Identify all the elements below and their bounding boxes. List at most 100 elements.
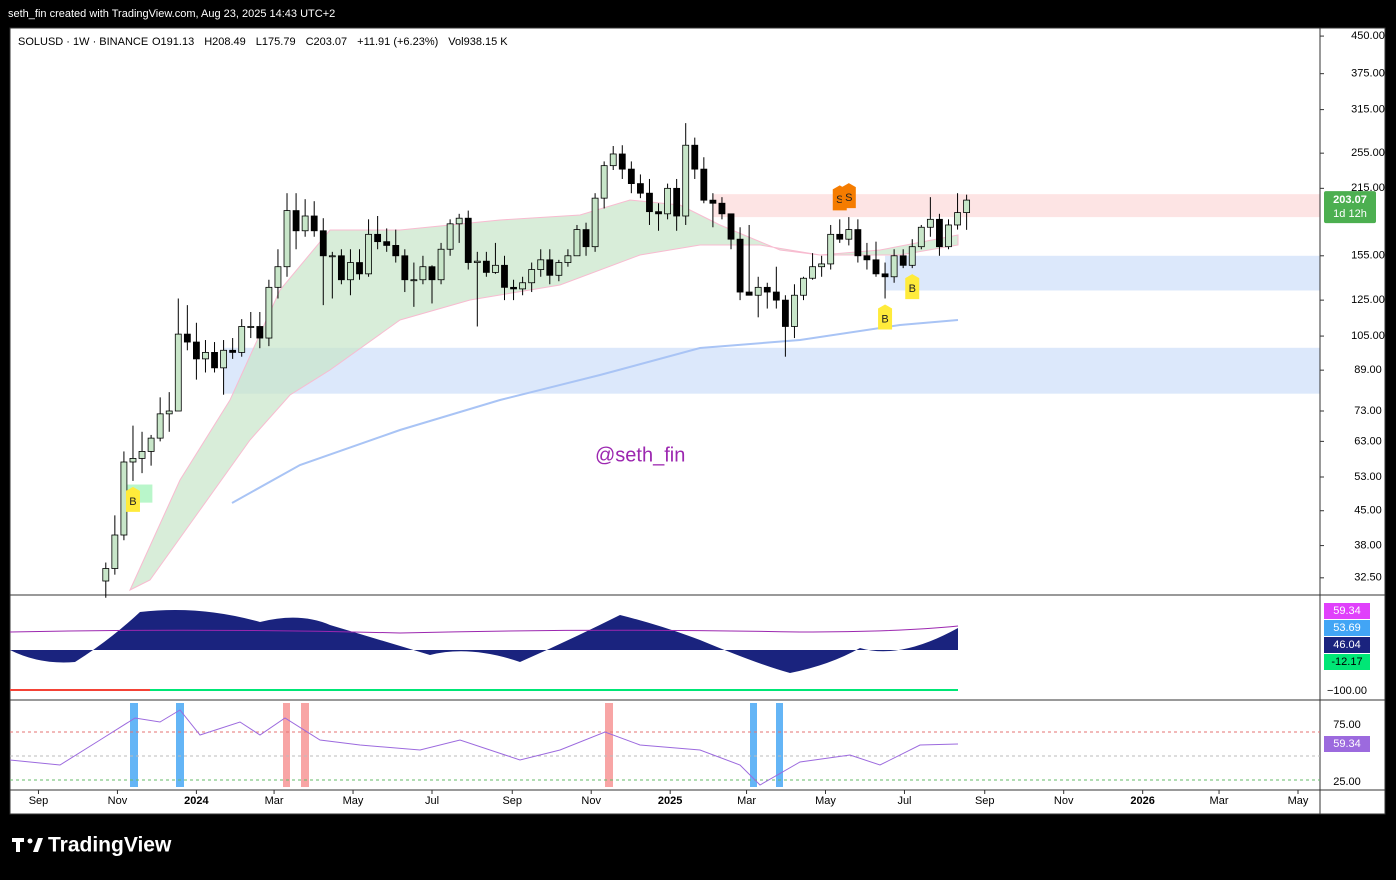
candle-body [609, 153, 617, 167]
signal-label: S [836, 194, 843, 206]
candle-body [419, 266, 427, 281]
y-tick-label: 105.00 [1351, 330, 1385, 342]
signal [905, 274, 920, 300]
signal-label: B [881, 313, 888, 325]
last-price-box [1324, 191, 1376, 224]
candle-body [809, 266, 816, 279]
logo [12, 838, 43, 852]
candle-body [138, 451, 146, 459]
signal-label: B [909, 283, 916, 295]
candle-body [102, 568, 110, 582]
candle-body [691, 144, 699, 170]
candle-body [328, 255, 336, 258]
candle-body [292, 210, 300, 232]
candle-body [591, 197, 599, 248]
candle-body [365, 233, 372, 275]
y-tick-label: 63.00 [1354, 435, 1382, 447]
candle-body [428, 266, 436, 281]
candle-body [718, 202, 726, 215]
candle-body [229, 349, 237, 353]
candle-body [926, 218, 934, 228]
candle-body [854, 229, 862, 257]
candle-body [845, 229, 853, 240]
candle-body [464, 217, 472, 263]
x-tick-label: 2026 [1130, 795, 1154, 807]
candle-body [220, 349, 227, 369]
x-tick-label: Nov [1054, 795, 1074, 807]
candle-body [745, 291, 753, 296]
candle-body [682, 144, 690, 217]
candle-body [618, 153, 626, 170]
candle-body [936, 218, 943, 248]
candle-body [510, 286, 517, 290]
candle-body [265, 286, 273, 339]
candle-body [637, 183, 644, 194]
signal [841, 183, 856, 209]
candle-body [211, 352, 218, 369]
candle-body [546, 259, 554, 276]
indicator-label: 59.34 [1333, 605, 1361, 617]
last-price: 203.07 [1333, 194, 1367, 206]
candle-body [537, 259, 545, 270]
candle-body [573, 229, 581, 257]
x-tick-label: May [1288, 795, 1309, 807]
indicator-label: 25.00 [1333, 776, 1361, 788]
y-tick-label: 38.00 [1354, 539, 1382, 551]
candle-body [646, 192, 653, 213]
signal [125, 486, 140, 512]
x-tick-label: 2024 [184, 795, 209, 807]
oscillator-line [9, 625, 959, 634]
candle-body [863, 255, 871, 261]
candle-body [410, 279, 418, 282]
candle-body [238, 326, 246, 353]
x-tick-label: Nov [108, 795, 128, 807]
x-tick-label: Sep [29, 795, 49, 807]
legend-item: +11.91 (+6.23%) [357, 36, 438, 48]
candle-body [174, 333, 182, 412]
rsi-bars [130, 703, 783, 787]
x-tick-label: Jul [897, 795, 911, 807]
candle-body [908, 246, 916, 266]
indicator-label: −100.00 [1327, 685, 1367, 697]
candle-body [356, 262, 363, 275]
candle-body [627, 168, 635, 184]
y-tick-label: 45.00 [1354, 505, 1382, 517]
candle-body [791, 294, 798, 327]
rsi-line [9, 709, 959, 786]
oscillator-area [10, 609, 958, 673]
y-tick-label: 315.00 [1351, 104, 1385, 116]
y-tick-label: 155.00 [1351, 250, 1385, 262]
x-tick-label: Nov [581, 795, 601, 807]
candle-body [337, 255, 345, 281]
candle-body [528, 269, 536, 284]
countdown: 1d 12h [1333, 208, 1367, 220]
candle-body [781, 299, 789, 327]
candle-body [727, 213, 735, 240]
indicator-label-box [1324, 654, 1370, 670]
candle-body [347, 262, 354, 281]
candle-body [165, 410, 173, 415]
candle-body [872, 259, 880, 275]
candle-body [772, 291, 780, 301]
candle-body [156, 413, 164, 439]
candle-body [754, 286, 762, 296]
candle-body [129, 458, 137, 463]
candle-body [917, 226, 925, 248]
indicator-label: 59.34 [1333, 738, 1361, 750]
candle-body [890, 255, 898, 278]
candle-body [274, 266, 282, 288]
x-tick-label: Mar [737, 795, 756, 807]
candle-body [437, 248, 445, 281]
symbol: SOLUSD · 1W · BINANCE [18, 36, 148, 48]
candle-body [700, 168, 708, 201]
signal-label: S [845, 192, 852, 204]
candle-body [881, 273, 889, 278]
candle-body [147, 437, 155, 452]
candle-body [673, 187, 681, 217]
candle-body [501, 264, 508, 288]
indicator-label-box [1324, 736, 1370, 752]
x-tick-label: Mar [265, 795, 284, 807]
zone [223, 347, 1321, 394]
